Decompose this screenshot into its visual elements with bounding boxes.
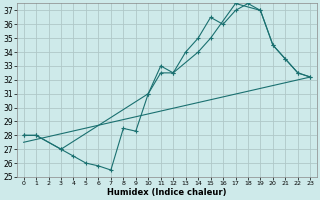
X-axis label: Humidex (Indice chaleur): Humidex (Indice chaleur) (107, 188, 227, 197)
